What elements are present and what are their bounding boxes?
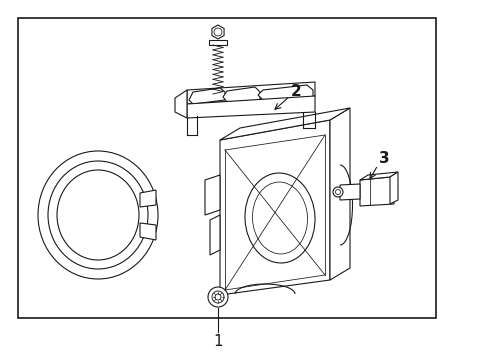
Polygon shape xyxy=(389,172,397,204)
Circle shape xyxy=(207,287,227,307)
Polygon shape xyxy=(329,108,349,280)
Polygon shape xyxy=(204,175,220,215)
Polygon shape xyxy=(220,120,329,295)
Polygon shape xyxy=(186,96,314,118)
Ellipse shape xyxy=(244,173,314,263)
Ellipse shape xyxy=(48,161,148,269)
Polygon shape xyxy=(359,172,397,180)
Text: 2: 2 xyxy=(290,84,301,99)
Polygon shape xyxy=(140,223,156,240)
Circle shape xyxy=(335,189,340,194)
Ellipse shape xyxy=(252,182,307,254)
Circle shape xyxy=(215,294,221,300)
Bar xyxy=(18,18,435,318)
Ellipse shape xyxy=(57,170,139,260)
Polygon shape xyxy=(258,85,312,100)
Polygon shape xyxy=(186,82,314,104)
Circle shape xyxy=(212,291,224,303)
Polygon shape xyxy=(223,87,260,102)
Polygon shape xyxy=(140,190,156,207)
Circle shape xyxy=(332,187,342,197)
Polygon shape xyxy=(339,184,359,200)
Polygon shape xyxy=(189,88,224,104)
Text: 3: 3 xyxy=(378,150,388,166)
Polygon shape xyxy=(209,215,220,255)
Polygon shape xyxy=(220,108,349,140)
Ellipse shape xyxy=(38,151,158,279)
Polygon shape xyxy=(175,90,186,118)
Text: 1: 1 xyxy=(213,333,223,348)
Polygon shape xyxy=(359,177,393,206)
